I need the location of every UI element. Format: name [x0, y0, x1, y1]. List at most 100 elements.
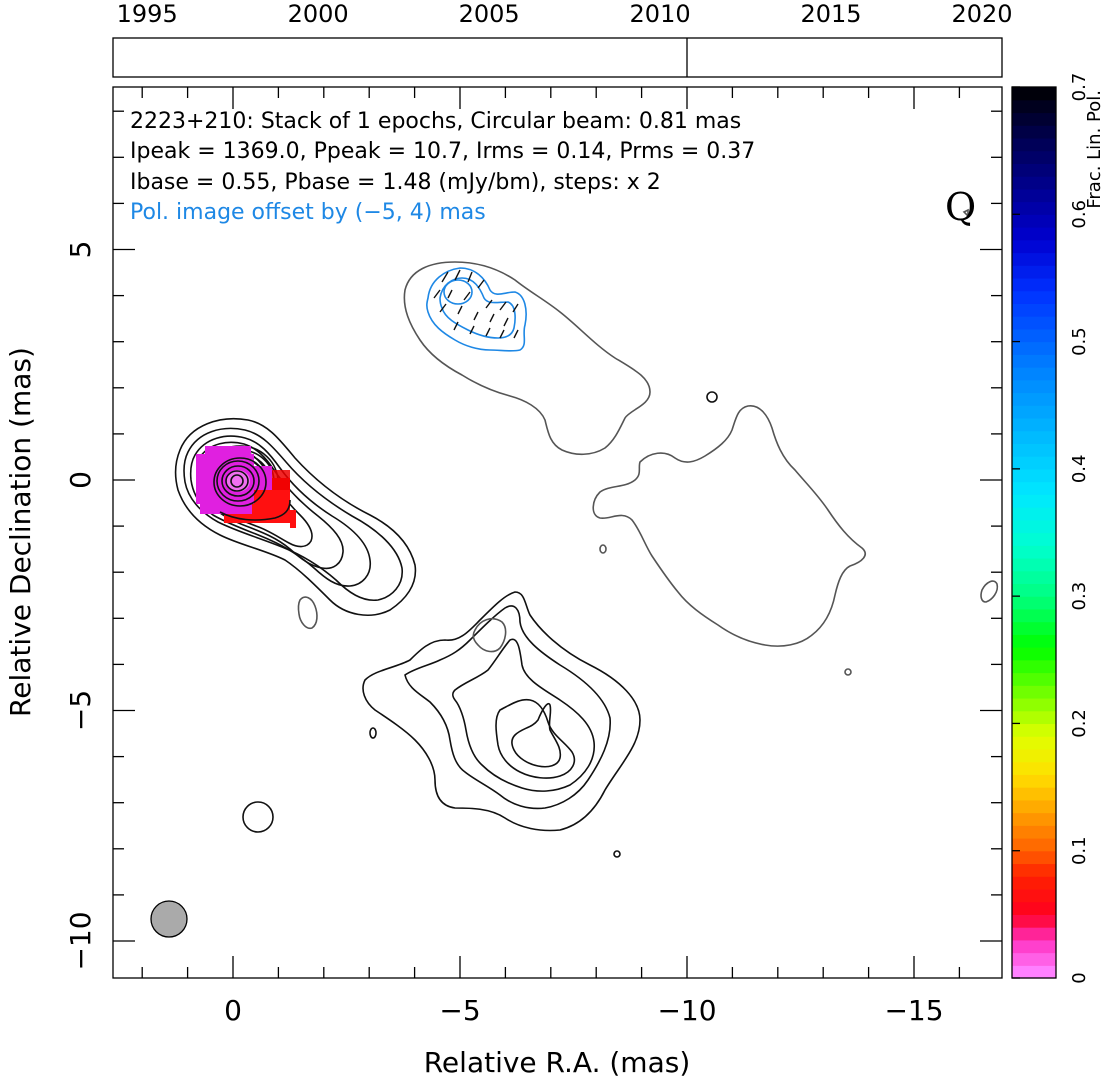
colorbar-step [1012, 328, 1056, 343]
colorbar-step [1012, 787, 1056, 801]
colorbar-step [1012, 99, 1056, 114]
colorbar-step [1012, 939, 1056, 954]
colorbar-step [1012, 265, 1056, 279]
colorbar-step [1012, 596, 1056, 610]
colorbar-step [1012, 87, 1056, 101]
colorbar-step [1012, 443, 1056, 457]
colorbar-step [1012, 736, 1056, 750]
colorbar-step [1012, 201, 1056, 215]
colorbar-step [1012, 430, 1056, 444]
x-tick-label: −15 [884, 994, 943, 1027]
plot-frame [112, 86, 1003, 979]
colorbar-step [1012, 685, 1056, 699]
colorbar-step [1012, 252, 1056, 266]
x-tick-label: −10 [657, 994, 716, 1027]
colorbar-step [1012, 277, 1056, 292]
colorbar-step [1012, 952, 1056, 966]
annotation-line-2: Ipeak = 1369.0, Ppeak = 10.7, Irms = 0.1… [130, 139, 755, 164]
colorbar-step [1012, 723, 1056, 737]
plot-ticks [113, 87, 1002, 978]
quality-label: Q [945, 185, 976, 229]
colorbar-tick-label: 0.3 [1069, 582, 1090, 611]
colorbar-step [1012, 239, 1056, 254]
colorbar: 0 0.1 0.2 0.3 0.4 0.5 0.6 0.7 Frac. Lin. Pol. [1011, 73, 1105, 984]
colorbar-step [1012, 468, 1056, 483]
colorbar-step [1012, 761, 1056, 775]
colorbar-step [1012, 659, 1056, 674]
colorbar-step [1012, 570, 1056, 585]
colorbar-step [1012, 812, 1056, 826]
colorbar-step [1012, 176, 1056, 190]
colorbar-tick-label: 0.4 [1069, 455, 1090, 484]
colorbar-step [1012, 888, 1056, 903]
colorbar-tick-label: 0.7 [1069, 73, 1090, 102]
colorbar-step [1012, 583, 1056, 597]
timeline-year-label: 2000 [288, 0, 349, 28]
colorbar-step [1012, 188, 1056, 203]
colorbar-step [1012, 405, 1056, 419]
colorbar-step [1012, 927, 1056, 941]
colorbar-tick-label: 0.5 [1069, 327, 1090, 356]
colorbar-step [1012, 214, 1056, 228]
y-tick-label: 0 [64, 471, 97, 489]
colorbar-step [1012, 367, 1056, 381]
colorbar-step [1012, 608, 1056, 623]
stokes-i-contours [174, 391, 718, 858]
colorbar-step [1012, 494, 1056, 508]
colorbar-step [1012, 481, 1056, 495]
fractional-polarization-map [196, 446, 296, 528]
offset-note: Pol. image offset by (−5, 4) mas [130, 200, 486, 225]
colorbar-step [1012, 621, 1056, 635]
colorbar-step [1012, 392, 1056, 406]
colorbar-step [1012, 112, 1056, 126]
colorbar-step [1012, 774, 1056, 788]
y-tick-label: −5 [64, 690, 97, 731]
colorbar-tick-label: 0 [1069, 972, 1090, 983]
colorbar-step [1012, 965, 1056, 979]
annotation-line-3: Ibase = 0.55, Pbase = 1.48 (mJy/bm), ste… [130, 170, 661, 195]
negative-contours [297, 208, 999, 676]
colorbar-step [1012, 163, 1056, 177]
timeline-year-label: 1995 [117, 0, 178, 28]
colorbar-frame [1011, 86, 1057, 979]
colorbar-step [1012, 876, 1056, 890]
timeline-year-label: 2005 [459, 0, 520, 28]
colorbar-step [1012, 379, 1056, 394]
colorbar-step [1012, 507, 1056, 521]
colorbar-step [1012, 914, 1056, 928]
colorbar-step [1012, 150, 1056, 164]
annotation-line-1: 2223+210: Stack of 1 epochs, Circular be… [130, 109, 741, 134]
colorbar-tick-label: 0.6 [1069, 200, 1090, 229]
x-tick-label: −5 [439, 994, 480, 1027]
colorbar-step [1012, 863, 1056, 877]
core-contour-1 [174, 418, 417, 616]
colorbar-step [1012, 748, 1056, 763]
colorbar-tick-label: 0.1 [1069, 836, 1090, 865]
colorbar-step [1012, 227, 1056, 241]
timeline-year-label: 2020 [951, 0, 1012, 28]
southern-jet-contour-1 [362, 591, 641, 832]
colorbar-step [1012, 303, 1056, 317]
y-axis-title: Relative Declination (mas) [4, 347, 37, 717]
colorbar-step [1012, 647, 1056, 661]
colorbar-step [1012, 341, 1056, 355]
colorbar-step [1012, 634, 1056, 648]
colorbar-step [1012, 557, 1056, 572]
colorbar-step [1012, 137, 1056, 152]
timeline-year-label: 2010 [630, 0, 691, 28]
colorbar-step [1012, 901, 1056, 915]
timeline: 1995 2000 2005 2010 2015 2020 [112, 0, 1013, 78]
colorbar-step [1012, 697, 1056, 712]
y-tick-label: 5 [64, 241, 97, 259]
colorbar-title: Frac. Lin. Pol. [1084, 90, 1105, 209]
x-axis-title: Relative R.A. (mas) [424, 1046, 691, 1079]
y-tick-label: −10 [64, 911, 97, 970]
colorbar-step [1012, 672, 1056, 686]
evpa-ticks [433, 269, 519, 339]
timeline-frame [112, 37, 1003, 78]
colorbar-step [1012, 799, 1056, 814]
timeline-year-label: 2015 [800, 0, 861, 28]
colorbar-step [1012, 710, 1056, 725]
x-tick-label: 0 [224, 994, 242, 1027]
